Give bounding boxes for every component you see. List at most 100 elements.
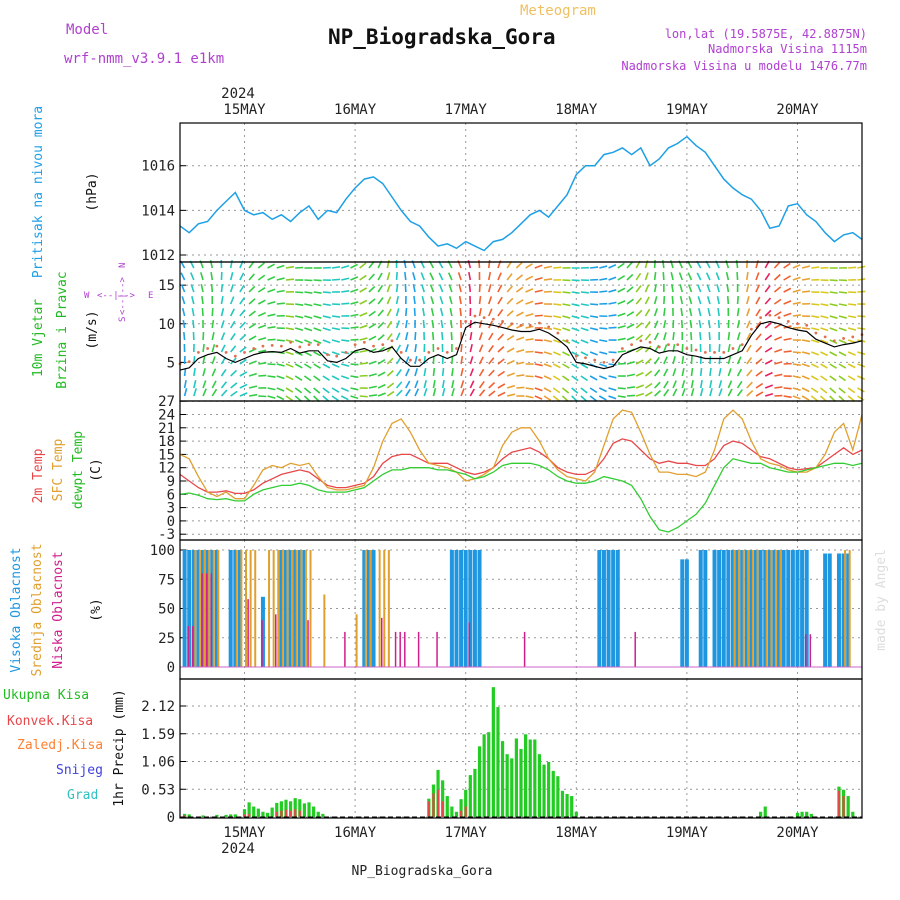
wind-arrow	[736, 332, 741, 341]
cloud-bar	[240, 550, 243, 667]
wind-arrow	[543, 387, 552, 393]
wind-arrow	[239, 297, 246, 305]
wind-arrow	[211, 368, 217, 377]
wind-gust-dot	[289, 340, 292, 344]
cloud-bar	[634, 631, 636, 667]
wind-arrow	[248, 310, 256, 317]
cloud-bar	[214, 550, 219, 667]
cloud-bar	[254, 550, 257, 667]
wind-arrow	[580, 351, 589, 357]
wind-arrow	[644, 308, 651, 317]
wind-arrow	[313, 375, 321, 382]
cloud-unit: (%)	[89, 598, 104, 621]
cloud-bar	[201, 573, 203, 667]
precip-bar	[441, 801, 444, 817]
wind-arrow	[404, 271, 407, 281]
wind-arrow	[276, 289, 285, 293]
cloud-bar	[459, 550, 464, 667]
wind-arrow	[458, 284, 462, 293]
wind-gust-dot	[805, 323, 809, 327]
wind-arrow	[414, 368, 419, 377]
wind-arrow	[395, 320, 401, 329]
wind-arrow	[543, 363, 552, 368]
wind-arrow	[580, 291, 589, 294]
cloud-bar	[703, 550, 708, 667]
wind-arrow	[801, 277, 811, 281]
wind-arrow	[672, 356, 676, 365]
wind-arrow	[239, 371, 248, 377]
wind-arrow	[543, 351, 552, 356]
wind-arrow	[802, 327, 811, 330]
cloud-bar	[268, 550, 271, 667]
wind-arrow	[736, 295, 739, 305]
wind-arrow	[543, 375, 552, 381]
wind-arrow	[705, 272, 711, 281]
wind-arrow	[478, 332, 483, 341]
wind-gust-dot	[703, 350, 707, 354]
wind-arrow	[856, 395, 865, 401]
wind-arrow	[313, 291, 322, 294]
precip-bar	[436, 789, 440, 817]
cloud-bar	[192, 626, 194, 667]
cloud-bar	[399, 631, 401, 667]
wind-arrow	[635, 309, 643, 317]
cloud-bar	[205, 550, 210, 667]
wind-arrow	[239, 333, 247, 341]
wind-gust-dot	[611, 358, 615, 362]
wind-arrow	[562, 327, 571, 332]
wind-arrow	[229, 296, 235, 305]
wind-arrow	[202, 380, 207, 389]
wind-arrow	[589, 339, 598, 344]
precip-bar	[316, 811, 320, 817]
wind-gust-dot	[206, 347, 210, 350]
wind-arrow	[764, 309, 772, 317]
precip-bar	[547, 762, 551, 817]
wind-arrow	[413, 295, 416, 305]
wind-arrow	[313, 315, 322, 319]
low-cloud-label: Niska Oblacnost	[51, 551, 66, 668]
wind-arrow	[525, 275, 534, 281]
wind-arrow	[801, 265, 811, 269]
y-tick-label: 6	[167, 487, 175, 503]
wind-arrow	[811, 315, 820, 319]
compass-n: N	[118, 263, 128, 268]
y-tick-label: 0	[167, 514, 175, 530]
wind-arrow	[716, 296, 720, 305]
wind-arrow	[341, 375, 350, 380]
wind-arrow	[755, 284, 761, 293]
wind-arrow	[429, 272, 435, 281]
wind-arrow	[515, 299, 524, 305]
wind-arrow	[848, 266, 857, 269]
wind-arrow	[589, 351, 598, 356]
precip-bar	[800, 811, 804, 817]
wind-gust-dot	[574, 354, 578, 358]
wind-arrow	[626, 286, 634, 293]
y-tick-label: 21	[158, 421, 175, 437]
precip-bar	[445, 796, 449, 817]
wind-arrow	[774, 386, 783, 389]
y-tick-label: 1012	[141, 248, 175, 264]
cloud-bar	[235, 550, 238, 667]
wind-arrow	[838, 363, 847, 369]
wind-arrow	[708, 331, 711, 341]
wind-arrow	[368, 360, 377, 365]
precip-bar	[427, 801, 430, 817]
temp-series-2	[179, 458, 863, 533]
wind-gust-dot	[519, 323, 523, 327]
wind-arrow	[395, 332, 401, 341]
wind-arrow	[590, 266, 599, 269]
wind-arrow	[183, 331, 186, 341]
wind-arrow	[857, 265, 866, 269]
wind-arrow	[820, 351, 829, 357]
wind-arrow	[211, 356, 216, 365]
wind-arrow	[285, 339, 294, 343]
wind-arrow	[626, 336, 635, 341]
wind-arrow	[368, 373, 377, 377]
wind-arrow	[552, 339, 562, 344]
wind-arrow	[590, 303, 599, 306]
lonlat-text: lon,lat (19.5875E, 42.8875N)	[665, 27, 867, 41]
wind-arrow	[488, 369, 495, 377]
wind-arrow	[420, 272, 425, 281]
wind-arrow	[801, 363, 810, 368]
wind-gust-dot	[279, 344, 283, 348]
